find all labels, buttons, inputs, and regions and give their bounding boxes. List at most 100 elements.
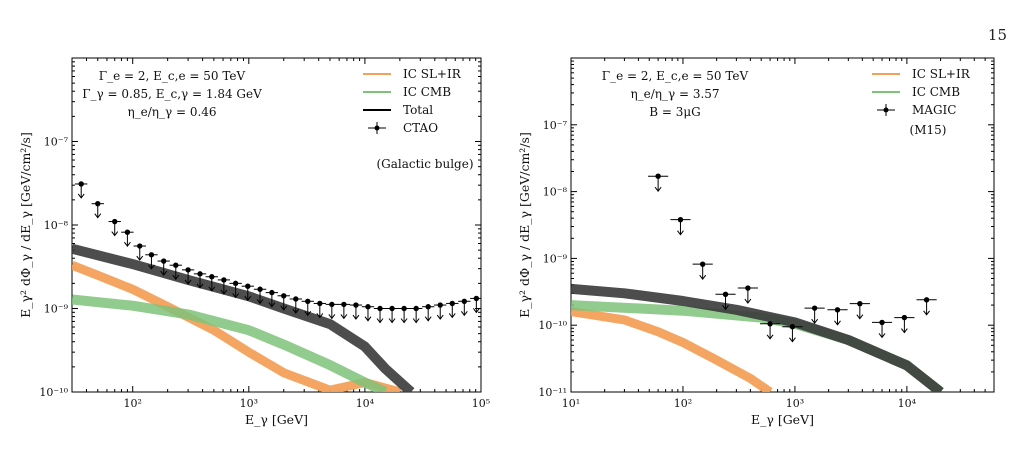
parameter-annotation: Γ_e = 2, E_c,e = 50 TeV [602, 69, 749, 83]
data-point [269, 289, 275, 296]
arrowhead [196, 283, 204, 289]
data-point [401, 305, 407, 312]
x-tick-label: 10⁴ [898, 397, 917, 410]
legend: IC SL+IR IC CMB Total CTAO (Galactic bulge) [363, 67, 474, 171]
data-point [148, 252, 155, 258]
legend: IC SL+IR IC CMB MAGIC (M15) [872, 67, 971, 137]
arrowhead [388, 318, 396, 324]
parameter-annotation: Γ_γ = 0.85, E_c,γ = 1.84 GeV [82, 87, 262, 101]
data-point [789, 323, 796, 330]
data-point [185, 267, 191, 273]
data-point [341, 301, 347, 308]
data-point [173, 262, 179, 268]
x-tick-label: 10³ [786, 397, 804, 410]
data-point [245, 283, 251, 289]
arrowhead [654, 186, 662, 193]
arrowhead [856, 314, 864, 320]
arrowhead [340, 314, 348, 320]
x-tick-label: 10⁴ [356, 397, 375, 410]
legend-marker [374, 125, 380, 131]
data-point [137, 243, 143, 249]
legend-label: CTAO [403, 121, 438, 135]
page-number: 15 [987, 26, 1007, 44]
arrowhead [328, 314, 336, 320]
legend-label: IC CMB [403, 85, 451, 99]
parameter-annotation: η_e/η_γ = 3.57 [630, 87, 719, 101]
arrowhead [878, 333, 886, 339]
arrowhead [699, 274, 707, 280]
arrowhead [436, 314, 444, 320]
legend-label: IC SL+IR [912, 67, 971, 81]
data-point [281, 293, 287, 299]
data-point [377, 305, 383, 312]
tick-group [570, 57, 995, 393]
data-point [232, 280, 239, 287]
arrowhead [412, 318, 420, 324]
arrowhead [292, 308, 300, 314]
series-band-ic-sl-ir [571, 307, 773, 392]
arrowhead [766, 334, 774, 340]
x-tick-label: 10² [123, 397, 141, 410]
arrowhead [232, 293, 240, 299]
y-axis-label: E_γ² dΦ_γ / dE_γ [GeV/cm²/s] [517, 132, 532, 318]
y-tick-label: 10⁻⁷ [543, 119, 568, 132]
y-tick-label: 10⁻⁸ [44, 219, 69, 232]
legend-note: (M15) [910, 123, 947, 137]
data-point [425, 304, 431, 310]
data-point [655, 173, 661, 179]
series-band-total [72, 243, 415, 392]
arrowhead [148, 264, 155, 270]
arrowhead [160, 270, 168, 276]
x-tick-label: 10⁵ [472, 397, 490, 410]
data-point [857, 300, 863, 307]
arrowhead [352, 314, 360, 320]
x-tick-label: 10³ [240, 397, 258, 410]
chart-panel-2: 10¹ 10² 10³ 10⁴ 10⁻¹¹ 10⁻¹⁰ 10⁻⁹ 10⁻⁸ 10⁻⁷ E_γ [G… [517, 57, 995, 427]
arrowhead [811, 318, 819, 324]
arrowhead [184, 279, 192, 285]
plot-area [571, 173, 944, 392]
legend-label: IC CMB [912, 85, 960, 99]
data-point [901, 314, 908, 321]
data-point [722, 291, 729, 298]
data-point [745, 285, 751, 291]
arrowhead [77, 193, 85, 199]
y-tick-label: 10⁻⁹ [543, 252, 568, 265]
data-point [879, 319, 885, 326]
arrowhead [677, 230, 684, 236]
arrowhead [789, 337, 796, 343]
upper-limits-magic [648, 173, 937, 343]
legend-marker [883, 107, 889, 113]
y-tick-label: 10⁻¹⁰ [538, 319, 567, 332]
data-point [329, 301, 335, 308]
x-axis-label: E_γ [GeV] [245, 412, 308, 427]
y-tick-label: 10⁻⁹ [44, 303, 69, 316]
arrowhead [424, 316, 432, 322]
arrowhead [268, 302, 276, 308]
series-band-ic-cmb [72, 294, 388, 392]
data-point [923, 297, 930, 303]
arrowhead [364, 316, 372, 322]
data-point [699, 261, 706, 267]
data-point [677, 216, 684, 223]
data-point [389, 305, 395, 312]
data-point [161, 258, 167, 264]
y-tick-label: 10⁻¹¹ [538, 386, 567, 399]
arrowhead [256, 298, 264, 305]
data-point [473, 295, 480, 302]
data-point [124, 229, 131, 235]
data-point [112, 218, 118, 225]
x-tick-label: 10² [674, 397, 692, 410]
plot-frame [570, 57, 995, 393]
data-point [257, 286, 263, 292]
arrowhead [834, 320, 841, 326]
arrowhead [280, 305, 288, 311]
data-point [78, 181, 84, 187]
data-point [767, 321, 773, 327]
parameter-annotation: Γ_e = 2, E_c,e = 50 TeV [99, 69, 246, 83]
arrowhead [244, 295, 252, 302]
arrowhead [744, 298, 752, 304]
arrowhead [923, 310, 930, 316]
arrowhead [220, 289, 228, 295]
